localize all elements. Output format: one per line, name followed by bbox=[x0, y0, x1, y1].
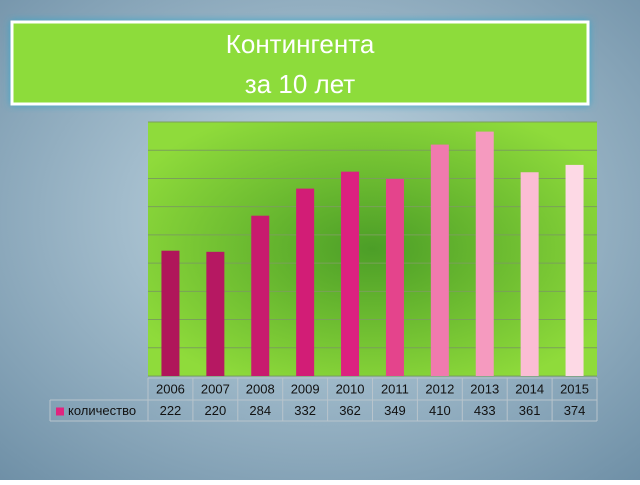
data-table-value: 332 bbox=[294, 403, 316, 418]
legend-label: количество bbox=[68, 403, 136, 418]
x-tick-label: 2012 bbox=[425, 381, 454, 396]
chart-subtitle: за 10 лет bbox=[245, 69, 356, 99]
x-tick-label: 2007 bbox=[201, 381, 230, 396]
bar bbox=[206, 251, 225, 376]
title-box bbox=[10, 20, 590, 106]
bar bbox=[251, 215, 270, 376]
data-table-value: 349 bbox=[384, 403, 406, 418]
data-table-value: 362 bbox=[339, 403, 361, 418]
data-table-value: 220 bbox=[204, 403, 226, 418]
bar bbox=[341, 171, 360, 376]
bar bbox=[296, 188, 315, 376]
data-table-value: 284 bbox=[249, 403, 271, 418]
bar bbox=[475, 131, 494, 376]
x-tick-label: 2011 bbox=[381, 381, 409, 396]
data-table-value: 410 bbox=[429, 403, 451, 418]
x-tick-label: 2013 bbox=[470, 381, 499, 396]
legend-swatch bbox=[56, 407, 64, 416]
x-tick-label: 2008 bbox=[246, 381, 275, 396]
data-table-value: 361 bbox=[519, 403, 541, 418]
data-table-value: 433 bbox=[474, 403, 496, 418]
x-tick-label: 2009 bbox=[291, 381, 320, 396]
x-tick-label: 2015 bbox=[560, 381, 589, 396]
data-table-value: 374 bbox=[564, 403, 586, 418]
bar bbox=[430, 144, 449, 376]
bar bbox=[565, 164, 584, 376]
bar bbox=[161, 250, 180, 376]
x-tick-label: 2010 bbox=[336, 381, 365, 396]
bar bbox=[520, 172, 539, 376]
chart-title: Контингента bbox=[226, 29, 375, 59]
x-tick-label: 2006 bbox=[156, 381, 185, 396]
bar bbox=[385, 179, 404, 376]
x-tick-label: 2014 bbox=[515, 381, 544, 396]
data-table-value: 222 bbox=[160, 403, 182, 418]
